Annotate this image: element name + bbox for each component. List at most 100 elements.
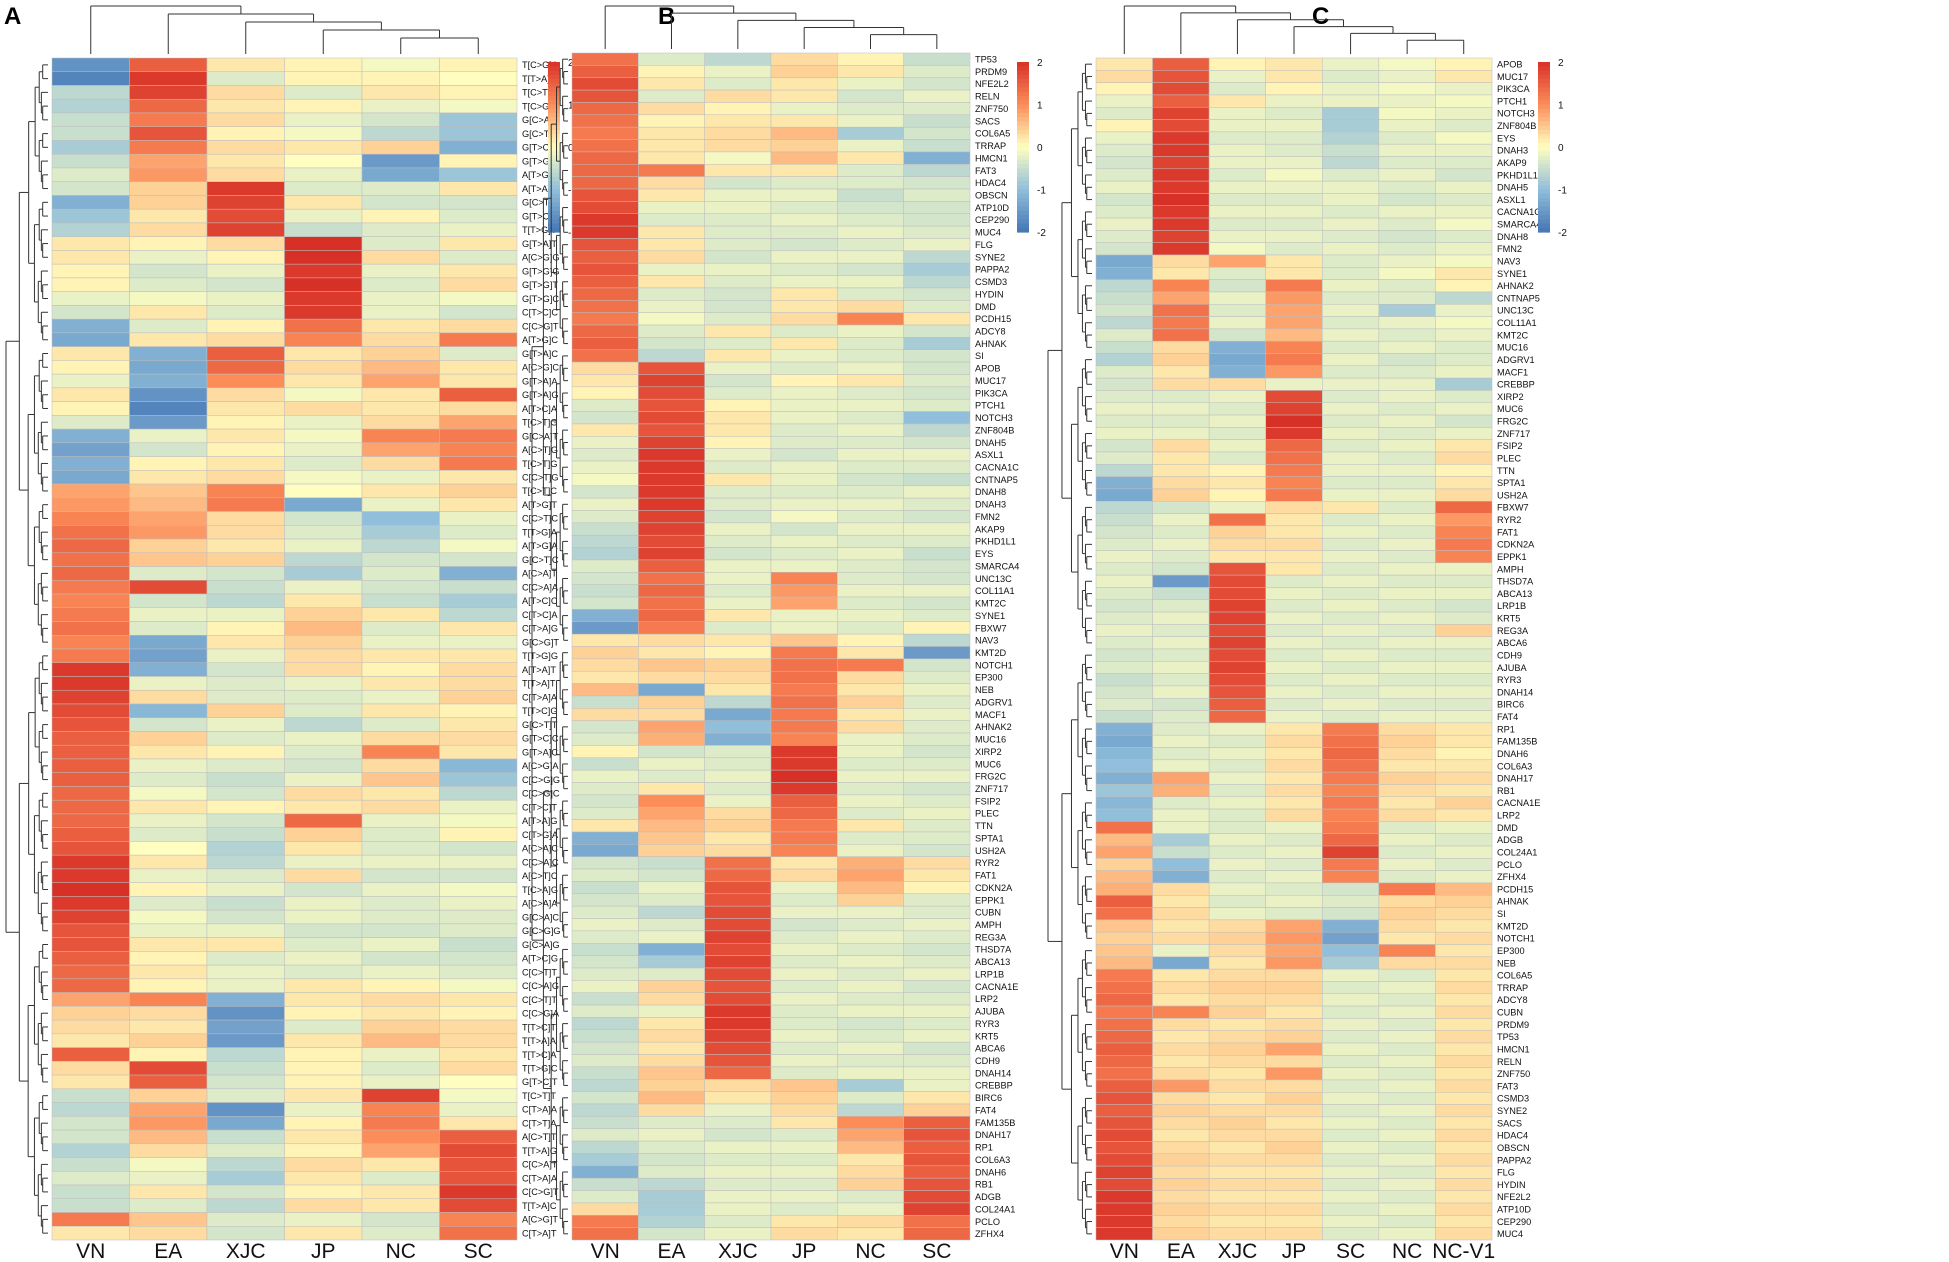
heatmap-cell	[903, 312, 971, 326]
heatmap-cell	[1378, 624, 1436, 637]
heatmap-cell	[571, 633, 639, 647]
heatmap-cell	[1208, 439, 1266, 453]
row-label: HYDIN	[1497, 1180, 1526, 1190]
heatmap-cell	[1265, 661, 1323, 674]
heatmap-cell	[206, 456, 285, 471]
heatmap-cell	[1435, 267, 1493, 280]
panel-label: C	[1312, 3, 1329, 30]
heatmap-cell	[1378, 956, 1436, 970]
heatmap-cell	[1435, 1092, 1493, 1105]
heatmap-cell	[284, 1116, 363, 1131]
legend-tick-label: -2	[1558, 228, 1567, 239]
heatmap-cell	[1378, 919, 1436, 933]
heatmap-cell	[51, 635, 130, 650]
column-labels: VN EA XJC JP NC SC	[591, 1240, 952, 1262]
heatmap-cell	[1435, 1128, 1493, 1142]
heatmap-cell	[129, 909, 208, 925]
heatmap-cell	[439, 511, 518, 526]
row-label: DNAH5	[975, 438, 1006, 448]
heatmap-cell	[571, 89, 639, 103]
row-label: COL24A1	[1497, 847, 1537, 857]
heatmap-cell	[638, 856, 705, 870]
heatmap-cell	[1152, 316, 1210, 330]
heatmap-cell	[1208, 1141, 1266, 1155]
heatmap-cell	[770, 720, 838, 734]
heatmap-cell	[284, 813, 363, 828]
heatmap-cell	[439, 566, 518, 581]
heatmap-cell	[571, 584, 639, 598]
heatmap-cell	[1265, 193, 1323, 207]
heatmap-cell	[638, 621, 705, 635]
heatmap-cell	[1265, 747, 1323, 761]
heatmap-cell	[361, 318, 440, 334]
heatmap-cell	[638, 374, 705, 388]
row-label: NOTCH3	[1497, 109, 1535, 119]
row-label: ADGRV1	[975, 697, 1013, 707]
heatmap-cell	[439, 635, 518, 650]
heatmap-cell	[439, 483, 518, 499]
row-label: REG3A	[1497, 626, 1529, 636]
heatmap-cell	[1265, 1141, 1323, 1155]
heatmap-cell	[1435, 94, 1493, 108]
row-label: A[T>G]A	[522, 541, 558, 551]
row-label: T[C>T]G	[522, 459, 557, 469]
heatmap-cell	[1435, 1067, 1493, 1081]
heatmap-cell	[1378, 993, 1436, 1007]
heatmap-cell	[129, 854, 208, 870]
heatmap-cell	[1322, 377, 1380, 391]
heatmap-cell	[770, 819, 838, 833]
heatmap-cell	[638, 732, 705, 746]
heatmap-cell	[1095, 254, 1153, 268]
heatmap-cell	[770, 497, 838, 511]
heatmap-cell	[837, 1017, 904, 1031]
heatmap-cell	[1322, 390, 1380, 404]
heatmap-cell	[1265, 1153, 1323, 1167]
heatmap-cell	[1208, 648, 1266, 662]
row-label: A[T>C]C	[522, 596, 558, 606]
heatmap-cell	[903, 126, 971, 140]
heatmap-cell	[903, 1215, 971, 1228]
row-label: ABCA13	[1497, 589, 1532, 599]
heatmap-cell	[1265, 377, 1323, 391]
heatmap-cell	[129, 1116, 208, 1131]
row-label: A[T>A]C	[522, 184, 557, 194]
heatmap-cell	[129, 552, 208, 567]
heatmap-cell	[361, 387, 440, 402]
row-label: FLG	[1497, 1168, 1515, 1178]
heatmap-cell	[770, 448, 838, 462]
row-label: C[T>A]A	[522, 692, 558, 702]
row-label: MUC17	[975, 376, 1006, 386]
heatmap-cell	[439, 593, 518, 609]
heatmap-cell	[638, 349, 705, 363]
heatmap-cell	[638, 201, 705, 214]
heatmap-cell	[361, 566, 440, 581]
heatmap-cell	[571, 374, 639, 388]
heatmap-cell	[1265, 156, 1323, 170]
heatmap-cell	[1265, 673, 1323, 687]
heatmap-cell	[704, 757, 772, 771]
column-label: JP	[311, 1240, 336, 1262]
heatmap-cell	[704, 201, 772, 214]
heatmap-cell	[284, 208, 363, 224]
row-label: FBXW7	[975, 623, 1007, 633]
heatmap-cell	[1322, 180, 1380, 194]
heatmap-cell	[1152, 550, 1210, 564]
heatmap-cell	[638, 312, 705, 326]
row-label: ZNF750	[1497, 1069, 1530, 1079]
heatmap-cell	[1378, 119, 1436, 133]
heatmap-cell	[129, 470, 208, 485]
heatmap-cell	[129, 1157, 208, 1172]
heatmap-cell	[1435, 525, 1493, 539]
row-label: EYS	[975, 549, 993, 559]
heatmap-cell	[1322, 427, 1380, 440]
heatmap-cell	[1208, 673, 1266, 687]
heatmap-cell	[1322, 648, 1380, 662]
heatmap-cell	[1322, 70, 1380, 83]
heatmap-cell	[1435, 328, 1493, 342]
heatmap-cell	[1265, 537, 1323, 551]
heatmap-cell	[837, 460, 904, 474]
legend-swatch	[1538, 155, 1550, 161]
heatmap-cell	[704, 633, 772, 647]
heatmap-cell	[903, 361, 971, 375]
heatmap-cell	[1378, 784, 1436, 798]
